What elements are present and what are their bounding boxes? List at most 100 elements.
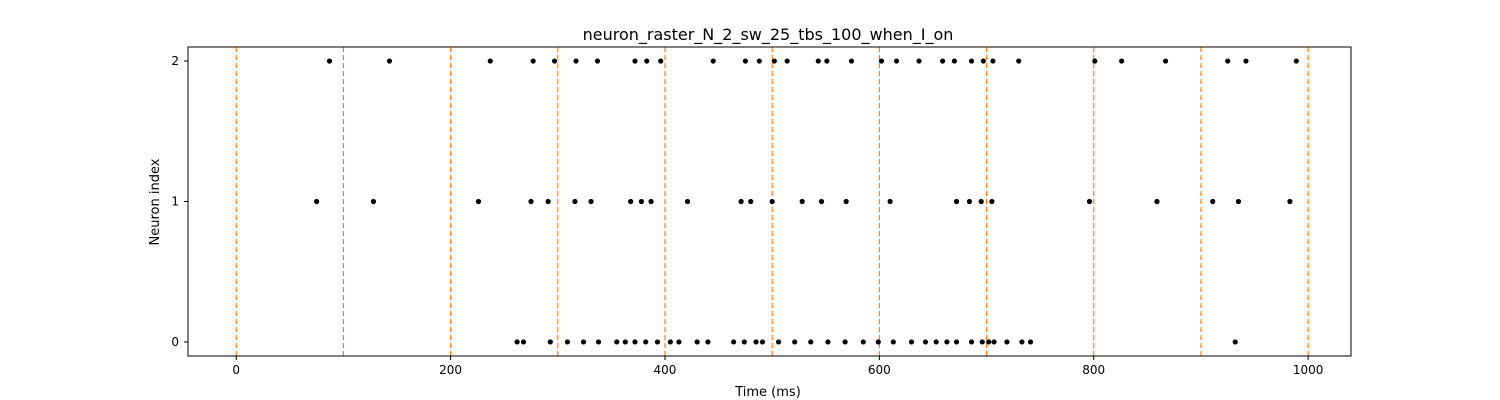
spike-point <box>1027 339 1034 345</box>
spike-point <box>528 198 534 205</box>
spike-point <box>667 339 673 345</box>
spike-point <box>968 58 975 64</box>
x-axis-label: Time (ms) <box>734 385 801 400</box>
spike-point <box>545 198 551 205</box>
spike-point <box>979 339 985 345</box>
spike-point <box>1162 58 1169 64</box>
spike-point <box>705 339 711 345</box>
plot-area: 0 200 400 600 800 1000 0 1 2 <box>171 46 1352 377</box>
spike-point <box>588 198 594 205</box>
x-tick-label: 800 <box>1082 363 1105 377</box>
spike-point <box>551 58 558 64</box>
spike-point <box>684 198 691 205</box>
spike-point <box>648 198 654 205</box>
spike-point <box>1154 198 1160 205</box>
spike-point <box>632 58 638 64</box>
spike-point <box>951 58 958 64</box>
spike-point <box>644 58 650 64</box>
spike-point <box>595 339 602 345</box>
spike-point <box>986 339 992 345</box>
spike-point <box>860 339 866 345</box>
spike-point <box>799 198 805 205</box>
spike-point <box>771 58 777 64</box>
spike-point <box>547 339 553 345</box>
spike-point <box>1119 58 1125 64</box>
spike-point <box>968 339 975 345</box>
spike-point <box>710 58 716 64</box>
chart-title: neuron_raster_N_2_sw_25_tbs_100_when_I_o… <box>583 25 954 45</box>
spike-point <box>730 339 737 345</box>
spike-point <box>916 58 922 64</box>
spike-point <box>1016 58 1022 64</box>
spike-point <box>628 198 634 205</box>
spike-point <box>326 58 333 64</box>
spike-point <box>922 339 929 345</box>
spike-point <box>933 339 939 345</box>
spike-point <box>756 58 762 64</box>
spike-point <box>989 198 995 205</box>
spike-point <box>520 339 527 345</box>
spike-point <box>978 198 984 205</box>
spike-point <box>658 58 664 64</box>
spike-markers <box>314 58 1299 345</box>
y-tick-label: 1 <box>171 195 179 209</box>
x-tick-label: 400 <box>654 363 677 377</box>
spike-point <box>386 58 393 64</box>
spike-point <box>759 339 766 345</box>
spike-point <box>1232 339 1238 345</box>
spike-point <box>742 58 748 64</box>
spike-point <box>792 339 798 345</box>
spike-point <box>825 339 831 345</box>
spike-point <box>893 58 900 64</box>
spike-point <box>1210 198 1216 205</box>
spike-point <box>370 198 377 205</box>
spike-point <box>654 339 661 345</box>
spike-point <box>953 339 960 345</box>
spike-point <box>1086 198 1093 205</box>
spike-point <box>1235 198 1242 205</box>
spike-point <box>953 198 960 205</box>
y-axis-ticks: 0 1 2 <box>171 54 188 349</box>
x-tick-label: 1000 <box>1293 363 1324 377</box>
spike-point <box>878 58 885 64</box>
spike-point <box>1287 198 1293 205</box>
spike-point <box>875 339 881 345</box>
spike-point <box>314 198 320 205</box>
spike-point <box>594 58 601 64</box>
spike-point <box>748 198 754 205</box>
spike-point <box>738 198 744 205</box>
spike-point <box>741 339 747 345</box>
spike-point <box>694 339 700 345</box>
spike-point <box>966 198 973 205</box>
spike-point <box>564 339 571 345</box>
spike-point <box>1092 58 1098 64</box>
spike-point <box>991 339 997 345</box>
spike-point <box>784 58 790 64</box>
spike-point <box>643 339 649 345</box>
y-tick-label: 0 <box>171 335 179 349</box>
spike-point <box>514 339 520 345</box>
spike-point <box>908 339 915 345</box>
spike-point <box>1019 339 1025 345</box>
spike-point <box>944 339 950 345</box>
spike-point <box>638 198 645 205</box>
spike-point <box>475 198 482 205</box>
x-axis-ticks: 0 200 400 600 800 1000 <box>232 356 1323 377</box>
spike-point <box>573 58 579 64</box>
spike-point <box>776 339 782 345</box>
spike-point <box>980 58 986 64</box>
x-tick-label: 0 <box>232 363 240 377</box>
spike-point <box>580 339 587 345</box>
spike-point <box>769 198 775 205</box>
spike-point <box>824 58 830 64</box>
spike-point <box>1243 58 1249 64</box>
spike-point <box>632 339 638 345</box>
x-tick-label: 200 <box>439 363 462 377</box>
spike-point <box>815 58 821 64</box>
spike-point <box>614 339 620 345</box>
spike-point <box>1225 58 1231 64</box>
spike-point <box>890 339 896 345</box>
spike-point <box>487 58 493 64</box>
spike-point <box>940 58 946 64</box>
